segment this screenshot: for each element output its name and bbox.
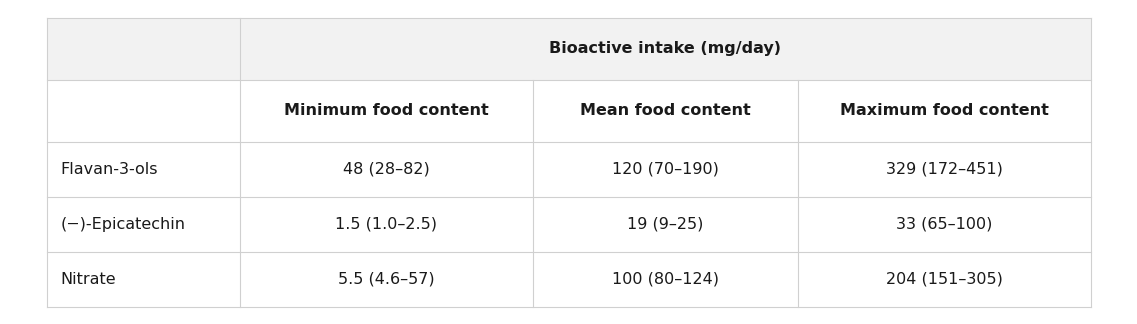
- Bar: [240, 17, 1090, 79]
- Bar: [797, 251, 1090, 307]
- Text: 204 (151–305): 204 (151–305): [886, 272, 1003, 286]
- Bar: [797, 196, 1090, 251]
- Bar: [532, 142, 797, 196]
- Text: 120 (70–190): 120 (70–190): [612, 161, 719, 177]
- Text: 5.5 (4.6–57): 5.5 (4.6–57): [338, 272, 434, 286]
- Bar: [240, 79, 532, 142]
- Bar: [240, 196, 532, 251]
- Text: 100 (80–124): 100 (80–124): [612, 272, 719, 286]
- Text: 33 (65–100): 33 (65–100): [896, 216, 993, 232]
- Text: 1.5 (1.0–2.5): 1.5 (1.0–2.5): [335, 216, 437, 232]
- Bar: [47, 251, 240, 307]
- Bar: [47, 196, 240, 251]
- Text: Bioactive intake (mg/day): Bioactive intake (mg/day): [549, 41, 781, 56]
- Text: Maximum food content: Maximum food content: [839, 103, 1048, 118]
- Bar: [47, 17, 240, 79]
- Bar: [47, 79, 240, 142]
- Bar: [797, 79, 1090, 142]
- Bar: [532, 79, 797, 142]
- Text: Mean food content: Mean food content: [580, 103, 750, 118]
- Text: Nitrate: Nitrate: [60, 272, 116, 286]
- Bar: [532, 196, 797, 251]
- Text: 329 (172–451): 329 (172–451): [886, 161, 1003, 177]
- Text: 48 (28–82): 48 (28–82): [342, 161, 430, 177]
- Text: Minimum food content: Minimum food content: [283, 103, 489, 118]
- Bar: [240, 251, 532, 307]
- Bar: [532, 251, 797, 307]
- Text: (−)-Epicatechin: (−)-Epicatechin: [60, 216, 185, 232]
- Bar: [797, 142, 1090, 196]
- Bar: [240, 142, 532, 196]
- Text: Flavan-3-ols: Flavan-3-ols: [60, 161, 158, 177]
- Text: 19 (9–25): 19 (9–25): [626, 216, 703, 232]
- Bar: [47, 142, 240, 196]
